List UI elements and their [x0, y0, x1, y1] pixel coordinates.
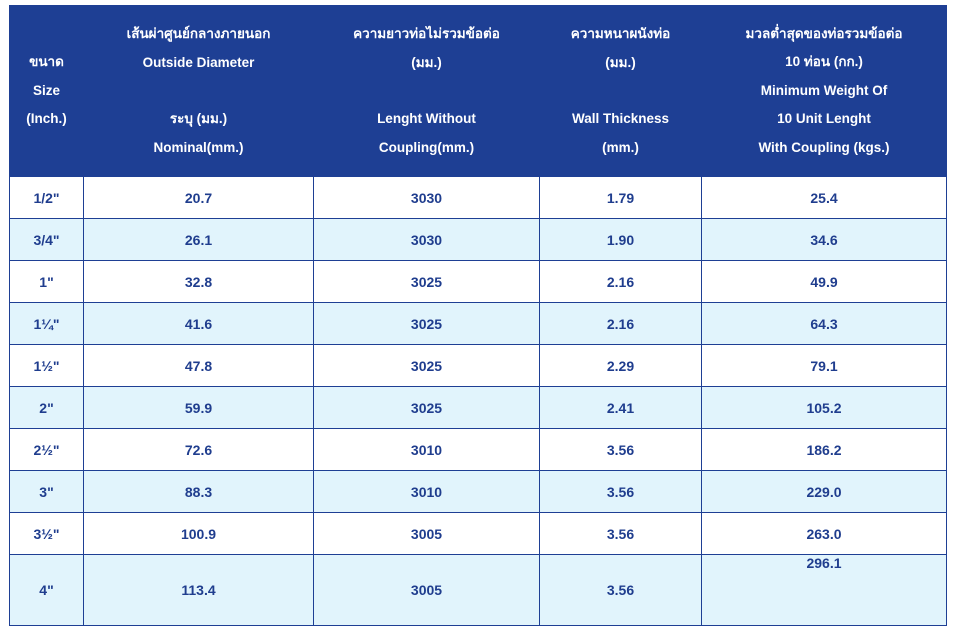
cell-length: 3010	[313, 470, 540, 513]
cell-size: 4"	[9, 554, 84, 626]
cell-size: 3/4"	[9, 218, 84, 261]
cell-length: 3010	[313, 428, 540, 471]
cell-wall: 1.90	[539, 218, 702, 261]
header-weight-line: With Coupling (kgs.)	[758, 139, 890, 155]
cell-size: 1/2"	[9, 176, 84, 219]
cell-od: 32.8	[83, 260, 314, 303]
cell-length: 3025	[313, 386, 540, 429]
cell-weight: 296.1	[701, 554, 947, 626]
header-outside-diameter: เส้นผ่าศูนย์กลางภายนอก Outside Diameter …	[83, 5, 314, 177]
cell-weight: 49.9	[701, 260, 947, 303]
header-size: ขนาด Size (Inch.)	[9, 5, 84, 177]
header-length-line: (มม.)	[411, 54, 442, 70]
cell-length: 3025	[313, 260, 540, 303]
cell-od: 41.6	[83, 302, 314, 345]
header-wall-line: ความหนาผนังท่อ	[570, 26, 671, 41]
cell-length: 3005	[313, 554, 540, 626]
pipe-spec-table: ขนาด Size (Inch.) เส้นผ่าศูนย์กลางภายนอก…	[9, 5, 947, 626]
header-size-line: (Inch.)	[26, 111, 67, 127]
cell-weight: 79.1	[701, 344, 947, 387]
cell-size: 1"	[9, 260, 84, 303]
table-row: 3½" 100.9 3005 3.56 263.0	[9, 512, 947, 555]
header-od-line: เส้นผ่าศูนย์กลางภายนอก	[126, 26, 271, 41]
header-wall-line: (มม.)	[605, 54, 636, 70]
cell-length: 3025	[313, 344, 540, 387]
cell-wall: 2.29	[539, 344, 702, 387]
cell-size: 1¼"	[9, 302, 84, 345]
header-min-weight: มวลต่ำสุดของท่อรวมข้อต่อ 10 ท่อน (กก.) M…	[701, 5, 947, 177]
header-length-line: ความยาวท่อไม่รวมข้อต่อ	[353, 26, 500, 41]
cell-wall: 2.16	[539, 260, 702, 303]
cell-wall: 3.56	[539, 554, 702, 626]
cell-wall: 1.79	[539, 176, 702, 219]
table-row: 1¼" 41.6 3025 2.16 64.3	[9, 302, 947, 345]
header-od-line: ระบุ (มม.)	[169, 111, 228, 126]
table-row: 4" 113.4 3005 3.56 296.1	[9, 554, 947, 626]
cell-wall: 3.56	[539, 512, 702, 555]
header-weight-line: 10 Unit Lenght	[777, 111, 871, 127]
cell-size: 2½"	[9, 428, 84, 471]
cell-weight: 186.2	[701, 428, 947, 471]
cell-od: 88.3	[83, 470, 314, 513]
table-row: 1½" 47.8 3025 2.29 79.1	[9, 344, 947, 387]
header-length-line: Coupling(mm.)	[378, 139, 475, 155]
cell-od: 100.9	[83, 512, 314, 555]
header-weight-line: มวลต่ำสุดของท่อรวมข้อต่อ	[745, 25, 903, 41]
table-row: 1" 32.8 3025 2.16 49.9	[9, 260, 947, 303]
table-row: 2½" 72.6 3010 3.56 186.2	[9, 428, 947, 471]
cell-length: 3005	[313, 512, 540, 555]
header-weight-line: 10 ท่อน (กก.)	[785, 54, 863, 70]
cell-weight: 25.4	[701, 176, 947, 219]
cell-od: 113.4	[83, 554, 314, 626]
cell-od: 20.7	[83, 176, 314, 219]
header-row: ขนาด Size (Inch.) เส้นผ่าศูนย์กลางภายนอก…	[9, 5, 947, 177]
cell-weight: 34.6	[701, 218, 947, 261]
cell-wall: 2.16	[539, 302, 702, 345]
cell-wall: 2.41	[539, 386, 702, 429]
cell-od: 26.1	[83, 218, 314, 261]
cell-weight: 263.0	[701, 512, 947, 555]
header-length: ความยาวท่อไม่รวมข้อต่อ (มม.) Lenght With…	[313, 5, 540, 177]
cell-weight: 229.0	[701, 470, 947, 513]
cell-length: 3025	[313, 302, 540, 345]
cell-od: 59.9	[83, 386, 314, 429]
header-wall-line: (mm.)	[602, 139, 639, 155]
header-od-line: Outside Diameter	[142, 54, 255, 70]
cell-wall: 3.56	[539, 428, 702, 471]
cell-size: 1½"	[9, 344, 84, 387]
cell-length: 3030	[313, 176, 540, 219]
table-row: 3" 88.3 3010 3.56 229.0	[9, 470, 947, 513]
header-length-line: Lenght Without	[377, 111, 476, 126]
header-size-line: ขนาด	[29, 54, 64, 70]
header-wall-thickness: ความหนาผนังท่อ (มม.) Wall Thickness (mm.…	[539, 5, 702, 177]
header-od-line: Nominal(mm.)	[153, 139, 244, 155]
table-row: 2" 59.9 3025 2.41 105.2	[9, 386, 947, 429]
cell-size: 3½"	[9, 512, 84, 555]
header-wall-line: Wall Thickness	[571, 111, 670, 126]
cell-weight: 105.2	[701, 386, 947, 429]
header-weight-line: Minimum Weight Of	[760, 82, 888, 98]
cell-size: 2"	[9, 386, 84, 429]
cell-weight: 64.3	[701, 302, 947, 345]
cell-size: 3"	[9, 470, 84, 513]
cell-od: 47.8	[83, 344, 314, 387]
cell-od: 72.6	[83, 428, 314, 471]
table-row: 1/2" 20.7 3030 1.79 25.4	[9, 176, 947, 219]
table-row: 3/4" 26.1 3030 1.90 34.6	[9, 218, 947, 261]
header-size-line: Size	[32, 82, 60, 98]
cell-wall: 3.56	[539, 470, 702, 513]
cell-length: 3030	[313, 218, 540, 261]
